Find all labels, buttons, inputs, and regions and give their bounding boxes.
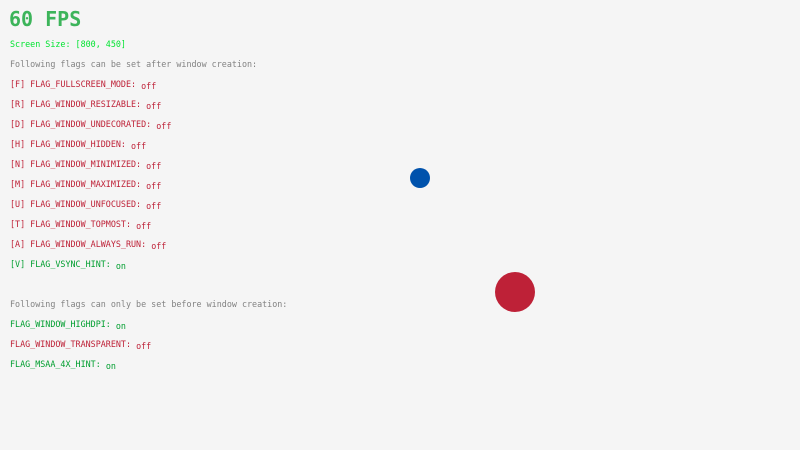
flag-state: off [146, 101, 162, 111]
flag-line: FLAG_WINDOW_TRANSPARENT: off [10, 339, 152, 351]
flag-name: [U] FLAG_WINDOW_UNFOCUSED: [10, 199, 147, 209]
flag-line: [T] FLAG_WINDOW_TOPMOST: off [10, 219, 152, 231]
flag-name: [N] FLAG_WINDOW_MINIMIZED: [10, 159, 147, 169]
flag-state: off [151, 241, 167, 251]
flag-state: on [115, 321, 126, 331]
flag-state: off [136, 341, 152, 351]
flag-line: FLAG_WINDOW_HIGHDPI: on [10, 319, 126, 331]
screen-size-label: Screen Size: [800, 450] [10, 39, 126, 49]
flag-name: FLAG_WINDOW_HIGHDPI: [10, 319, 116, 329]
flag-state: off [156, 121, 172, 131]
flag-state: off [141, 81, 157, 91]
flag-line: [H] FLAG_WINDOW_HIDDEN: off [10, 139, 147, 151]
flag-state: off [146, 181, 162, 191]
flag-line: [D] FLAG_WINDOW_UNDECORATED: off [10, 119, 172, 131]
bouncing-ball-large [495, 272, 535, 312]
flag-name: FLAG_MSAA_4X_HINT: [10, 359, 106, 369]
flag-name: [D] FLAG_WINDOW_UNDECORATED: [10, 119, 157, 129]
flag-name: [V] FLAG_VSYNC_HINT: [10, 259, 116, 269]
flag-name: [A] FLAG_WINDOW_ALWAYS_RUN: [10, 239, 152, 249]
flag-state: off [146, 201, 162, 211]
flag-line: [R] FLAG_WINDOW_RESIZABLE: off [10, 99, 162, 111]
flag-line: FLAG_MSAA_4X_HINT: on [10, 359, 116, 371]
flag-state: off [131, 141, 147, 151]
flag-name: [H] FLAG_WINDOW_HIDDEN: [10, 139, 132, 149]
flag-state: on [115, 261, 126, 271]
fps-counter: 60 FPS [9, 7, 82, 31]
flag-line: [N] FLAG_WINDOW_MINIMIZED: off [10, 159, 162, 171]
flag-name: [M] FLAG_WINDOW_MAXIMIZED: [10, 179, 147, 189]
flag-line: [F] FLAG_FULLSCREEN_MODE: off [10, 79, 157, 91]
flag-name: [F] FLAG_FULLSCREEN_MODE: [10, 79, 142, 89]
flag-line: [M] FLAG_WINDOW_MAXIMIZED: off [10, 179, 162, 191]
flag-name: [T] FLAG_WINDOW_TOPMOST: [10, 219, 137, 229]
flag-state: off [146, 161, 162, 171]
flag-name: FLAG_WINDOW_TRANSPARENT: [10, 339, 137, 349]
flag-line: [U] FLAG_WINDOW_UNFOCUSED: off [10, 199, 162, 211]
flag-line: [A] FLAG_WINDOW_ALWAYS_RUN: off [10, 239, 167, 251]
after-creation-header: Following flags can be set after window … [10, 59, 258, 69]
before-creation-header: Following flags can only be set before w… [10, 299, 288, 309]
flag-state: on [105, 361, 116, 371]
bouncing-ball-small [410, 168, 430, 188]
flag-name: [R] FLAG_WINDOW_RESIZABLE: [10, 99, 147, 109]
flag-state: off [136, 221, 152, 231]
flag-line: [V] FLAG_VSYNC_HINT: on [10, 259, 126, 271]
